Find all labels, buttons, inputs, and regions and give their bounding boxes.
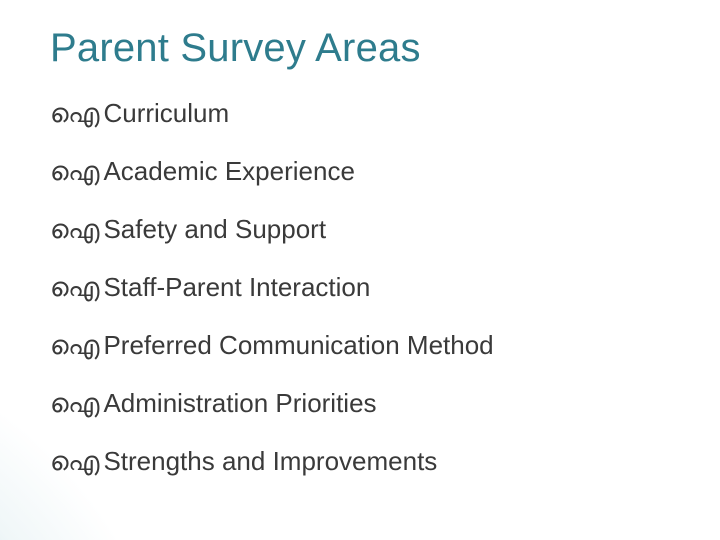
bullet-list: ഐ Curriculum ഐ Academic Experience ഐ Saf…: [50, 100, 650, 506]
bullet-icon: ഐ: [50, 274, 99, 300]
bullet-icon: ഐ: [50, 158, 99, 184]
bullet-icon: ഐ: [50, 216, 99, 242]
bullet-icon: ഐ: [50, 332, 99, 358]
bullet-icon: ഐ: [50, 448, 99, 474]
list-item-text: Academic Experience: [103, 158, 354, 184]
list-item: ഐ Administration Priorities: [50, 390, 650, 416]
bullet-icon: ഐ: [50, 390, 99, 416]
list-item: ഐ Curriculum: [50, 100, 650, 126]
list-item: ഐ Safety and Support: [50, 216, 650, 242]
list-item-text: Staff-Parent Interaction: [103, 274, 370, 300]
list-item: ഐ Preferred Communication Method: [50, 332, 650, 358]
list-item: ഐ Academic Experience: [50, 158, 650, 184]
slide: Parent Survey Areas ഐ Curriculum ഐ Acade…: [0, 0, 720, 540]
slide-title: Parent Survey Areas: [50, 26, 421, 71]
list-item-text: Safety and Support: [103, 216, 326, 242]
bullet-icon: ഐ: [50, 100, 99, 126]
list-item-text: Strengths and Improvements: [103, 448, 437, 474]
list-item-text: Curriculum: [103, 100, 229, 126]
list-item-text: Administration Priorities: [103, 390, 376, 416]
list-item: ഐ Strengths and Improvements: [50, 448, 650, 474]
list-item-text: Preferred Communication Method: [103, 332, 493, 358]
list-item: ഐ Staff-Parent Interaction: [50, 274, 650, 300]
